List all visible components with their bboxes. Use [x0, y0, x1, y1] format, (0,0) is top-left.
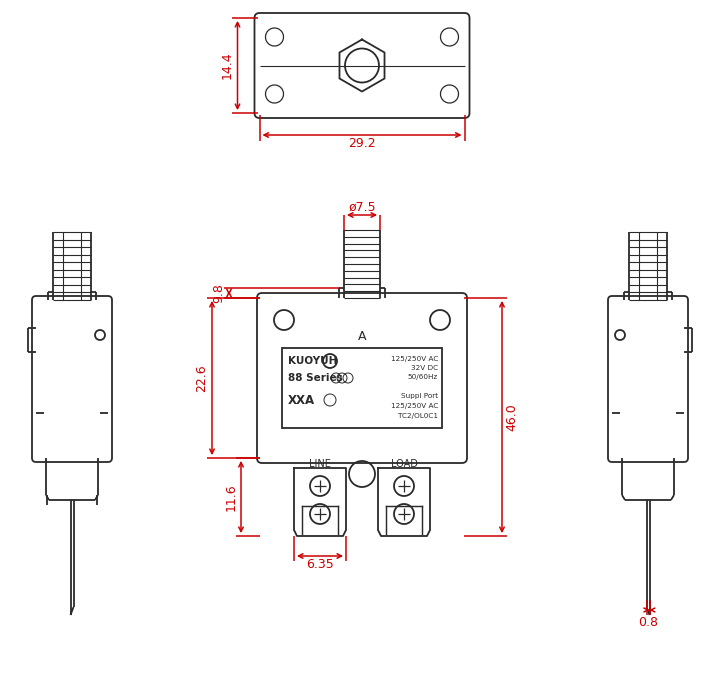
Text: 50/60Hz: 50/60Hz [408, 374, 438, 380]
Text: 29.2: 29.2 [348, 136, 376, 150]
Text: XXA: XXA [288, 393, 315, 407]
Text: 0.8: 0.8 [638, 615, 658, 628]
Text: 6.35: 6.35 [306, 557, 334, 570]
Text: Suppl Port: Suppl Port [401, 393, 438, 399]
Text: 32V DC: 32V DC [411, 365, 438, 371]
Text: 125/250V AC: 125/250V AC [391, 403, 438, 409]
Text: LOAD: LOAD [390, 459, 418, 469]
Text: LINE: LINE [309, 459, 331, 469]
Text: 46.0: 46.0 [505, 403, 518, 431]
Text: A: A [358, 329, 366, 342]
Text: 125/250V AC: 125/250V AC [391, 356, 438, 362]
Text: ø7.5: ø7.5 [348, 200, 376, 214]
Bar [282, 348, 442, 428]
Text: 14.4: 14.4 [221, 52, 234, 79]
Text: 22.6: 22.6 [196, 364, 209, 392]
Text: KUOYUH: KUOYUH [288, 356, 338, 366]
Text: 88 Series: 88 Series [288, 373, 343, 383]
Text: 9.8: 9.8 [212, 283, 225, 303]
Text: TC2/OL0C1: TC2/OL0C1 [398, 413, 438, 419]
Text: 11.6: 11.6 [225, 483, 238, 511]
